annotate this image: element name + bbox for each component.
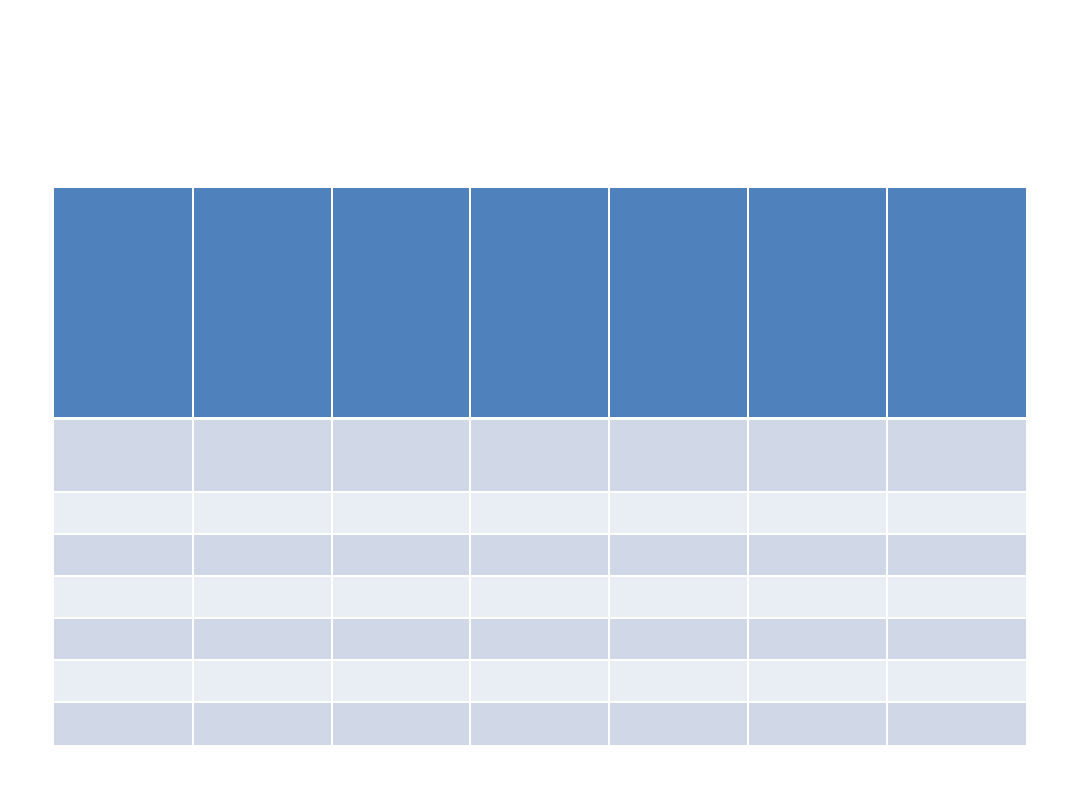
table-cell [194,661,331,701]
header-cell [194,188,331,417]
table-cell [749,577,886,617]
table-cell [610,661,747,701]
table-cell [333,619,469,659]
table-cell [333,577,469,617]
header-cell [54,188,192,417]
table-cell [888,420,1026,491]
table-cell [194,535,331,575]
table-cell [471,420,608,491]
table-cell [194,619,331,659]
header-cell [749,188,886,417]
table-cell [194,493,331,533]
table-cell [888,493,1026,533]
table-cell [54,703,192,745]
table-cell [610,493,747,533]
table-cell [471,619,608,659]
table-cell [610,703,747,745]
table-cell [610,619,747,659]
table-cell [471,577,608,617]
table-cell [54,420,192,491]
table-cell [333,661,469,701]
table-cell [333,703,469,745]
table-cell [54,619,192,659]
table-cell [54,577,192,617]
table [54,188,1026,745]
header-cell [471,188,608,417]
table-cell [333,493,469,533]
table-cell [333,535,469,575]
header-cell [610,188,747,417]
table-cell [888,535,1026,575]
table-cell [610,535,747,575]
table-cell [888,703,1026,745]
table-cell [194,577,331,617]
table-cell [749,493,886,533]
table-cell [888,577,1026,617]
table-cell [749,703,886,745]
table-cell [471,535,608,575]
table-cell [471,661,608,701]
table-cell [54,493,192,533]
table-cell [471,493,608,533]
table-cell [888,661,1026,701]
table-cell [194,703,331,745]
table-cell [749,420,886,491]
table-cell [333,420,469,491]
table-cell [54,661,192,701]
table-cell [194,420,331,491]
table-cell [749,535,886,575]
table-cell [888,619,1026,659]
table-cell [749,661,886,701]
table-cell [471,703,608,745]
table-cell [610,577,747,617]
table-cell [54,535,192,575]
header-cell [333,188,469,417]
table-cell [610,420,747,491]
table-cell [749,619,886,659]
header-cell [888,188,1026,417]
